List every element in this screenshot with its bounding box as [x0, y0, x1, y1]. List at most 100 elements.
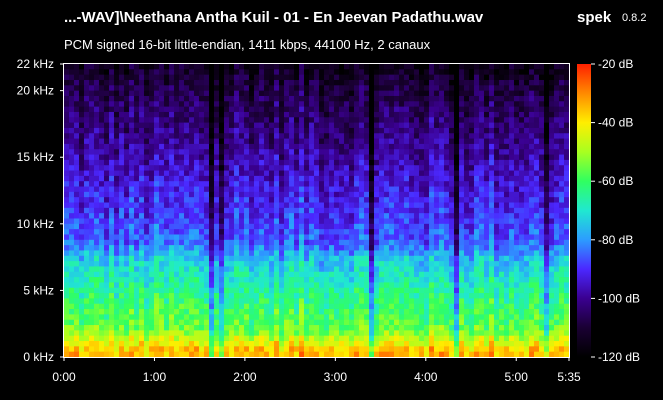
heatmap-cell	[549, 111, 555, 118]
heatmap-cell	[414, 261, 420, 267]
heatmap-cell	[379, 95, 385, 102]
heatmap-cell	[274, 186, 280, 193]
heatmap-cell	[89, 79, 95, 86]
heatmap-cell	[529, 90, 535, 97]
heatmap-cell	[159, 69, 165, 76]
heatmap-cell	[494, 117, 500, 123]
heatmap-cell	[94, 122, 100, 129]
heatmap-cell	[464, 197, 470, 203]
heatmap-cell	[299, 111, 305, 118]
heatmap-cell	[499, 165, 505, 171]
heatmap-cell	[549, 245, 555, 251]
heatmap-cell	[244, 277, 250, 283]
heatmap-cell	[114, 314, 120, 321]
heatmap-cell	[404, 293, 410, 299]
heatmap-cell	[299, 213, 305, 219]
heatmap-cell	[244, 170, 250, 177]
heatmap-cell	[469, 117, 475, 123]
heatmap-cell	[194, 250, 200, 257]
heatmap-cell	[399, 165, 405, 171]
heatmap-cell	[294, 95, 300, 102]
heatmap-cell	[489, 277, 495, 283]
heatmap-cell	[229, 266, 235, 273]
heatmap-cell	[524, 298, 530, 305]
heatmap-cell	[444, 90, 450, 97]
heatmap-cell	[84, 245, 90, 251]
heatmap-cell	[119, 127, 125, 134]
heatmap-cell	[349, 319, 355, 326]
heatmap-cell	[349, 154, 355, 161]
heatmap-cell	[469, 303, 475, 310]
heatmap-cell	[69, 122, 75, 129]
heatmap-cell	[314, 309, 320, 315]
heatmap-cell	[164, 218, 170, 225]
heatmap-cell	[284, 218, 290, 225]
heatmap-cell	[414, 138, 420, 145]
heatmap-cell	[264, 207, 270, 214]
heatmap-cell	[289, 245, 295, 251]
heatmap-cell	[74, 186, 80, 193]
heatmap-cell	[284, 106, 290, 113]
heatmap-cell	[389, 213, 395, 219]
heatmap-cell	[69, 314, 75, 321]
heatmap-cell	[274, 255, 280, 262]
heatmap-cell	[319, 122, 325, 129]
heatmap-cell	[209, 202, 215, 209]
heatmap-cell	[524, 293, 530, 299]
heatmap-cell	[379, 127, 385, 134]
heatmap-cell	[419, 69, 425, 76]
heatmap-cell	[279, 277, 285, 283]
heatmap-cell	[284, 314, 290, 321]
heatmap-cell	[239, 303, 245, 310]
heatmap-cell	[349, 271, 355, 278]
heatmap-cell	[449, 159, 455, 166]
heatmap-cell	[289, 255, 295, 262]
heatmap-cell	[109, 143, 115, 150]
heatmap-cell	[249, 255, 255, 262]
heatmap-cell	[94, 245, 100, 251]
heatmap-cell	[319, 213, 325, 219]
heatmap-cell	[404, 186, 410, 193]
heatmap-cell	[154, 309, 160, 315]
heatmap-cell	[334, 143, 340, 150]
heatmap-cell	[504, 64, 510, 70]
heatmap-cell	[564, 154, 570, 161]
heatmap-cell	[239, 74, 245, 81]
heatmap-cell	[264, 202, 270, 209]
heatmap-cell	[304, 223, 310, 230]
heatmap-cell	[114, 245, 120, 251]
heatmap-cell	[64, 255, 70, 262]
heatmap-cell	[389, 74, 395, 81]
heatmap-cell	[304, 234, 310, 241]
heatmap-cell	[469, 261, 475, 267]
heatmap-cell	[209, 309, 215, 315]
heatmap-cell	[269, 143, 275, 150]
heatmap-cell	[324, 282, 330, 289]
heatmap-cell	[169, 207, 175, 214]
heatmap-cell	[374, 303, 380, 310]
heatmap-cell	[554, 64, 560, 70]
heatmap-cell	[364, 319, 370, 326]
heatmap-cell	[529, 191, 535, 198]
heatmap-cell	[139, 319, 145, 326]
heatmap-cell	[404, 149, 410, 155]
heatmap-cell	[509, 314, 515, 321]
heatmap-cell	[184, 165, 190, 171]
heatmap-cell	[94, 79, 100, 86]
heatmap-cell	[189, 175, 195, 182]
heatmap-cell	[104, 250, 110, 257]
heatmap-cell	[394, 143, 400, 150]
heatmap-cell	[539, 271, 545, 278]
heatmap-cell	[554, 111, 560, 118]
heatmap-cell	[314, 255, 320, 262]
heatmap-cell	[64, 101, 70, 108]
heatmap-cell	[439, 186, 445, 193]
heatmap-cell	[304, 117, 310, 123]
heatmap-cell	[164, 64, 170, 70]
heatmap-cell	[324, 271, 330, 278]
heatmap-cell	[504, 261, 510, 267]
heatmap-cell	[154, 250, 160, 257]
heatmap-cell	[534, 287, 540, 294]
heatmap-cell	[119, 277, 125, 283]
heatmap-cell	[169, 197, 175, 203]
